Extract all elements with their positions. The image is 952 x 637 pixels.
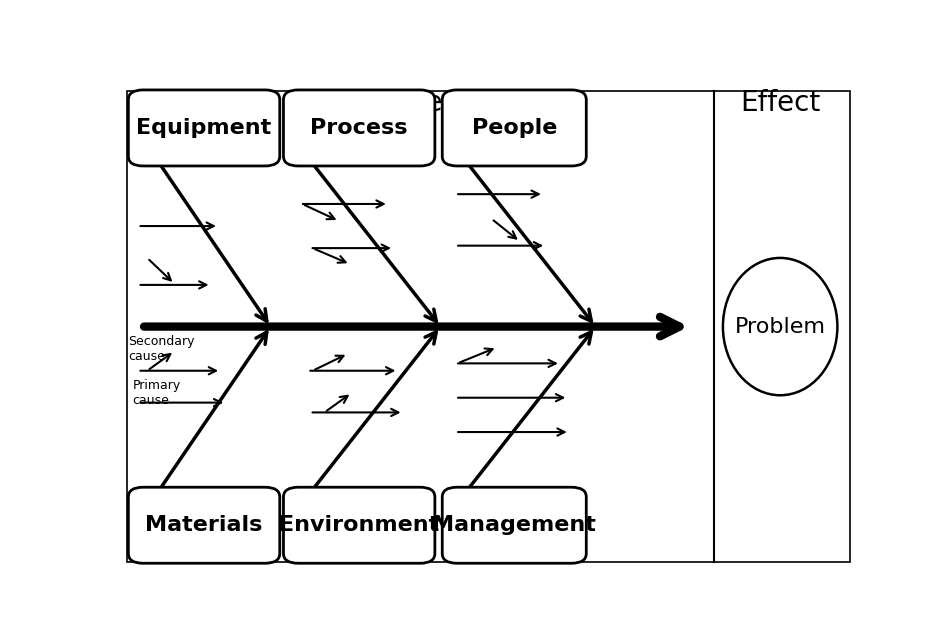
Text: Management: Management: [432, 515, 596, 535]
FancyBboxPatch shape: [442, 90, 585, 166]
FancyBboxPatch shape: [283, 487, 434, 563]
Text: Primary
cause: Primary cause: [132, 379, 181, 407]
FancyBboxPatch shape: [129, 487, 280, 563]
Text: Problem: Problem: [734, 317, 824, 336]
Text: Secondary
cause: Secondary cause: [128, 334, 194, 362]
Text: People: People: [471, 118, 556, 138]
Text: Effect: Effect: [740, 89, 820, 117]
FancyBboxPatch shape: [127, 91, 849, 562]
FancyBboxPatch shape: [129, 90, 280, 166]
Text: Materials: Materials: [146, 515, 263, 535]
Text: Cause: Cause: [357, 89, 442, 117]
Text: Equipment: Equipment: [136, 118, 271, 138]
Text: Environment: Environment: [279, 515, 439, 535]
Text: Process: Process: [310, 118, 407, 138]
Ellipse shape: [723, 258, 837, 395]
FancyBboxPatch shape: [442, 487, 585, 563]
FancyBboxPatch shape: [283, 90, 434, 166]
